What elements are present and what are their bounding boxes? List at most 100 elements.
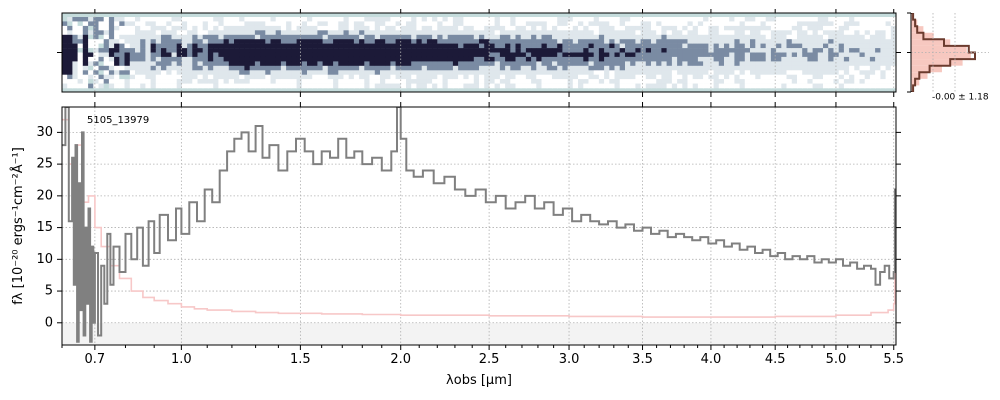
heatmap-cell [437, 79, 444, 84]
heatmap-cell [291, 48, 298, 53]
spectrum-2d-heatmap [62, 17, 896, 89]
heatmap-cell [301, 65, 308, 71]
heatmap-cell [875, 65, 881, 71]
heatmap-cell [854, 70, 861, 75]
heatmap-cell [708, 17, 715, 22]
heatmap-cell [687, 83, 694, 89]
heatmap-cell [124, 30, 131, 35]
heatmap-cell [249, 74, 256, 80]
heatmap-cell [260, 39, 266, 44]
heatmap-cell [833, 65, 840, 71]
heatmap-cell [155, 30, 162, 35]
heatmap-cell [301, 74, 308, 80]
heatmap-cell [103, 17, 110, 22]
histogram-model-bar [911, 32, 934, 40]
heatmap-cell [353, 61, 360, 67]
heatmap-cell [280, 70, 287, 75]
heatmap-cell [823, 65, 829, 71]
heatmap-cell [494, 17, 501, 22]
heatmap-cell [838, 39, 845, 44]
heatmap-cell [114, 43, 120, 49]
heatmap-cell [239, 74, 245, 80]
heatmap-cell [93, 17, 100, 22]
heatmap-cell [150, 79, 157, 84]
heatmap-cell [724, 34, 730, 40]
heatmap-cell [103, 70, 110, 75]
heatmap-cell [890, 34, 896, 40]
heatmap-cell [864, 39, 871, 44]
heatmap-cell [515, 21, 522, 27]
heatmap-cell [661, 83, 668, 89]
heatmap-cell [442, 48, 449, 53]
heatmap-cell [197, 30, 204, 35]
heatmap-cell [791, 30, 798, 35]
heatmap-cell [260, 21, 266, 27]
heatmap-cell [380, 79, 386, 84]
heatmap-cell [442, 39, 449, 44]
heatmap-cell [692, 48, 699, 53]
heatmap-cell [885, 21, 892, 27]
heatmap-cell [62, 21, 68, 27]
heatmap-cell [202, 30, 209, 35]
heatmap-cell [682, 30, 689, 35]
heatmap-cell [536, 61, 543, 67]
heatmap-cell [249, 34, 256, 40]
heatmap-cell [202, 48, 209, 53]
heatmap-cell [781, 25, 788, 31]
heatmap-cell [849, 48, 855, 53]
heatmap-cell [692, 74, 699, 80]
heatmap-cell [270, 21, 277, 27]
heatmap-cell [520, 83, 527, 89]
heatmap-cell [468, 48, 475, 53]
heatmap-cell [479, 61, 485, 67]
heatmap-cell [296, 83, 303, 89]
heatmap-cell [604, 52, 610, 58]
heatmap-cell [489, 65, 496, 71]
heatmap-cell [505, 52, 511, 58]
heatmap-cell [348, 56, 355, 62]
heatmap-cell [322, 43, 329, 49]
heatmap-cell [124, 74, 131, 80]
heatmap-cell [625, 21, 631, 27]
heatmap-cell [869, 79, 876, 84]
heatmap-cell [385, 39, 391, 44]
heatmap-cell [359, 25, 365, 31]
heatmap-cell [380, 25, 386, 31]
heatmap-cell [682, 25, 689, 31]
heatmap-cell [677, 48, 683, 53]
heatmap-cell [88, 52, 94, 58]
heatmap-cell [223, 48, 230, 53]
heatmap-cell [364, 43, 371, 49]
heatmap-cell [207, 61, 214, 67]
heatmap-cell [312, 43, 318, 49]
heatmap-cell [807, 65, 814, 71]
heatmap-cell [760, 79, 767, 84]
heatmap-cell [67, 74, 73, 80]
heatmap-cell [296, 25, 303, 31]
heatmap-cell [578, 34, 584, 40]
heatmap-cell [270, 25, 277, 31]
heatmap-cell [812, 56, 819, 62]
heatmap-cell [280, 39, 287, 44]
heatmap-cell [791, 43, 798, 49]
heatmap-cell [254, 43, 261, 49]
heatmap-cell [359, 43, 365, 49]
heatmap-cell [286, 30, 292, 35]
heatmap-cell [536, 34, 543, 40]
heatmap-cell [140, 39, 146, 44]
heatmap-cell [187, 17, 193, 22]
heatmap-cell [187, 70, 193, 75]
heatmap-cell [661, 30, 668, 35]
heatmap-cell [234, 79, 240, 84]
heatmap-cell [234, 30, 240, 35]
heatmap-cell [515, 17, 522, 22]
heatmap-cell [114, 83, 120, 89]
heatmap-cell [421, 34, 428, 40]
heatmap-cell [254, 70, 261, 75]
heatmap-cell [265, 39, 272, 44]
heatmap-cell [520, 65, 527, 71]
heatmap-cell [254, 25, 261, 31]
heatmap-cell [630, 70, 636, 75]
heatmap-cell [776, 39, 782, 44]
heatmap-cell [327, 34, 334, 40]
